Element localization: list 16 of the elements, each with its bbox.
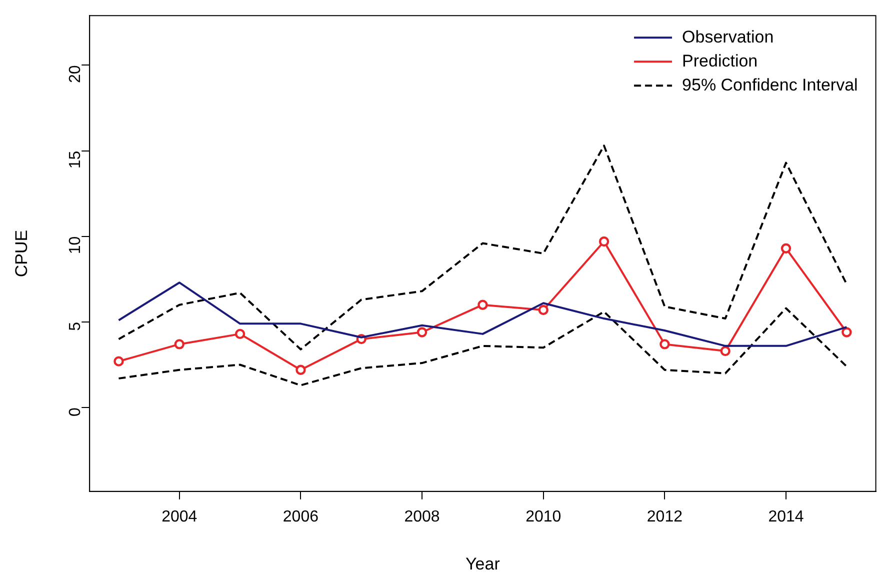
legend-label: Prediction [682, 51, 758, 70]
y-tick-label: 20 [67, 65, 84, 84]
y-tick-label: 5 [67, 322, 84, 331]
x-axis-title: Year [466, 554, 500, 574]
x-tick-label: 2012 [646, 508, 683, 526]
y-tick-label: 15 [67, 150, 84, 169]
y-tick-label: 10 [67, 236, 84, 254]
x-tick-label: 2006 [282, 508, 319, 526]
legend-label: Observation [682, 27, 774, 46]
y-tick-label: 0 [67, 407, 84, 416]
x-tick-label: 2004 [162, 508, 198, 526]
x-tick-label: 2014 [768, 508, 804, 526]
x-tick-label: 2010 [526, 508, 562, 526]
y-axis-title: CPUE [12, 230, 31, 278]
legend-label: 95% Confidenc Interval [682, 75, 858, 94]
x-tick-label: 2008 [404, 508, 440, 526]
